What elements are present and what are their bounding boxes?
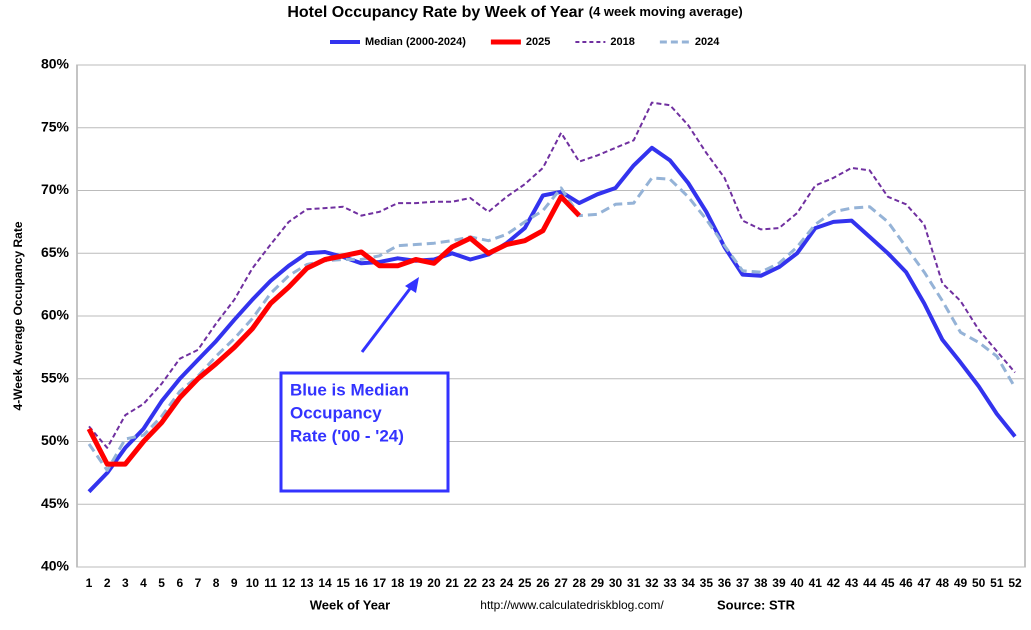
legend-label: 2018	[610, 36, 634, 48]
plot: 40%45%50%55%60%65%70%75%80%1 2 3 4 5 6 7 8 9 10 11…	[41, 56, 1025, 590]
y-tick-label: 50%	[41, 432, 70, 448]
annotation: Blue is Median Occupancy Rate ('00 - '24)	[279, 277, 450, 493]
annotation-text: Occupancy	[290, 403, 382, 422]
x-tick-label: 27	[554, 576, 568, 590]
x-tick-label: 36	[718, 576, 732, 590]
x-tick-label: 49	[954, 576, 968, 590]
y-tick-label: 75%	[41, 118, 70, 134]
x-tick-label: 30	[609, 576, 623, 590]
x-tick-label: 17	[373, 576, 387, 590]
x-tick-label: 37	[736, 576, 750, 590]
y-tick-label: 55%	[41, 369, 70, 385]
chart-title-group: Hotel Occupancy Rate by Week of Year (4 w…	[287, 4, 742, 21]
x-tick-label: 4	[140, 576, 147, 590]
x-tick-label: 3	[122, 576, 129, 590]
x-tick-label: 20	[427, 576, 441, 590]
x-tick-label: 2	[104, 576, 111, 590]
x-tick-label: 33	[663, 576, 677, 590]
source-url: http://www.calculatedriskblog.com/	[480, 598, 664, 612]
x-tick-label: 5	[158, 576, 165, 590]
x-tick-label: 42	[827, 576, 841, 590]
y-tick-label: 60%	[41, 307, 70, 323]
x-tick-label: 50	[972, 576, 986, 590]
x-tick-label: 13	[300, 576, 314, 590]
x-tick-label: 40	[790, 576, 804, 590]
y-axis-label: 4-Week Average Occupancy Rate	[11, 221, 25, 410]
x-tick-label: 43	[845, 576, 859, 590]
x-tick-label: 51	[990, 576, 1004, 590]
x-tick-label: 7	[195, 576, 202, 590]
annotation-arrowhead	[405, 277, 419, 293]
x-axis-label: Week of Year	[310, 597, 390, 612]
x-tick-label: 44	[863, 576, 877, 590]
series-line	[87, 145, 1017, 494]
annotation-text: Blue is Median	[290, 380, 409, 399]
x-tick-label: 31	[627, 576, 641, 590]
x-tick-label: 11	[264, 576, 277, 590]
x-tick-label: 26	[536, 576, 550, 590]
x-tick-label: 46	[899, 576, 913, 590]
x-tick-label: 45	[881, 576, 895, 590]
x-tick-label: 22	[464, 576, 478, 590]
x-tick-label: 15	[337, 576, 351, 590]
x-tick-label: 14	[318, 576, 332, 590]
y-tick-label: 40%	[41, 558, 70, 574]
x-tick-label: 41	[809, 576, 823, 590]
x-tick-label: 10	[246, 576, 260, 590]
x-tick-label: 35	[700, 576, 714, 590]
y-tick-label: 45%	[41, 495, 70, 511]
chart-title: Hotel Occupancy Rate by Week of Year	[287, 4, 583, 21]
annotation-arrow	[360, 285, 414, 353]
x-tick-label: 34	[681, 576, 695, 590]
x-tick-label: 25	[518, 576, 532, 590]
series-line	[87, 176, 1017, 472]
legend-label: 2024	[695, 36, 720, 48]
chart-subtitle: (4 week moving average)	[589, 4, 743, 19]
legend-label: 2025	[526, 36, 550, 48]
x-tick-label: 6	[176, 576, 183, 590]
y-tick-label: 80%	[41, 56, 70, 72]
x-tick-label: 19	[409, 576, 423, 590]
legend: Median (2000-2024) 2025 2018 2024	[330, 36, 720, 48]
y-tick-label: 70%	[41, 181, 70, 197]
legend-label: Median (2000-2024)	[365, 36, 466, 48]
x-tick-label: 9	[231, 576, 238, 590]
x-tick-label: 21	[445, 576, 459, 590]
x-tick-label: 8	[213, 576, 220, 590]
y-tick-label: 65%	[41, 244, 70, 260]
annotation-text: Rate ('00 - '24)	[290, 426, 404, 445]
source: Source: STR	[717, 597, 796, 612]
x-tick-label: 18	[391, 576, 405, 590]
x-tick-label: 48	[936, 576, 950, 590]
x-tick-label: 52	[1008, 576, 1022, 590]
x-tick-label: 47	[918, 576, 932, 590]
x-tick-label: 28	[573, 576, 587, 590]
x-tick-label: 16	[355, 576, 369, 590]
annotation-box	[279, 371, 450, 493]
x-tick-label: 24	[500, 576, 514, 590]
x-tick-label: 29	[591, 576, 605, 590]
x-tick-label: 23	[482, 576, 496, 590]
x-tick-label: 39	[772, 576, 786, 590]
series-line	[88, 101, 1016, 449]
x-tick-label: 1	[86, 576, 93, 590]
x-tick-label: 32	[645, 576, 659, 590]
x-tick-label: 12	[282, 576, 296, 590]
series-line	[86, 194, 582, 467]
x-tick-label: 38	[754, 576, 768, 590]
